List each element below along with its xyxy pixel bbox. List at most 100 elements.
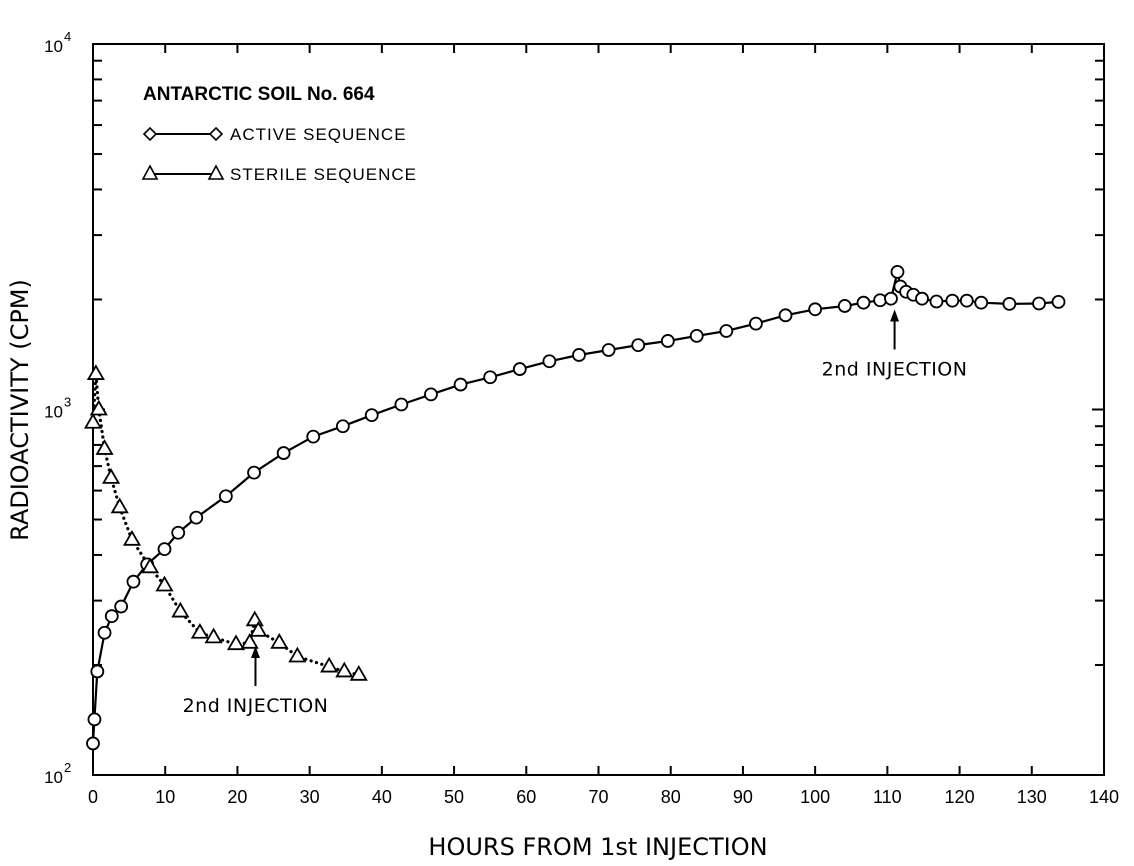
active-point [837, 299, 852, 313]
legend-diamond-marker [208, 126, 224, 142]
x-tick-label: 140 [1089, 787, 1119, 807]
x-tick-label: 50 [444, 787, 464, 807]
y-axis-label: RADIOACTIVITY (CPM) [6, 279, 34, 541]
active-point [601, 343, 616, 357]
active-point [218, 489, 233, 504]
legend: ANTARCTIC SOIL No. 664 ACTIVE SEQUENCE S… [141, 84, 417, 184]
svg-text:2: 2 [64, 760, 71, 775]
sterile-point [155, 575, 174, 592]
x-tick-label: 110 [873, 787, 902, 807]
active-point [749, 316, 763, 331]
active-point [1002, 296, 1017, 311]
active-point [157, 542, 172, 557]
active-series-line [91, 271, 1059, 744]
active-point [90, 664, 105, 679]
legend-triangle-marker [207, 164, 225, 180]
arrow-head [890, 309, 900, 322]
x-tick-label: 10 [155, 787, 175, 807]
sterile-point [270, 632, 289, 649]
sterile-point [288, 646, 307, 663]
sterile-series-line [91, 373, 361, 677]
sterile-point [204, 627, 223, 644]
active-point [542, 354, 557, 369]
active-point [276, 446, 291, 460]
sterile-point [140, 557, 160, 574]
x-tick-label: 70 [588, 787, 608, 807]
active-point [974, 295, 989, 310]
active-point [572, 348, 586, 362]
x-tick-label: 60 [516, 787, 536, 807]
active-point [247, 465, 261, 480]
active-point [189, 510, 204, 525]
injection-annotation: 2nd INJECTION [183, 646, 329, 717]
sterile-point [89, 399, 108, 416]
active-point [306, 429, 321, 444]
active-point [929, 294, 944, 309]
active-point [171, 525, 186, 540]
sterile-point [245, 610, 264, 627]
annotation-label: 2nd INJECTION [183, 695, 329, 717]
active-point [97, 625, 112, 640]
active-point [631, 338, 646, 353]
annotations: 2nd INJECTION 2nd INJECTION [183, 309, 968, 717]
x-tick-label: 40 [372, 787, 392, 807]
sterile-point [95, 439, 114, 455]
sterile-point [190, 622, 209, 639]
active-point [126, 574, 141, 589]
x-tick-label: 120 [945, 787, 975, 807]
series-markers [83, 264, 1066, 751]
active-point [364, 408, 379, 423]
active-point [915, 291, 929, 306]
x-tick-label: 30 [300, 787, 320, 807]
active-point [808, 302, 823, 317]
sterile-point [349, 664, 368, 681]
active-point [335, 419, 350, 434]
active-point [884, 291, 898, 306]
plot-frame [92, 43, 1105, 776]
active-point [104, 609, 119, 624]
active-point [778, 308, 793, 323]
active-point [856, 295, 871, 310]
legend-item-active: ACTIVE SEQUENCE [142, 125, 407, 144]
sterile-point [83, 412, 103, 429]
active-point [660, 334, 675, 348]
active-point [1032, 296, 1046, 311]
axis-ticks [92, 44, 1105, 775]
injection-annotation: 2nd INJECTION [822, 309, 968, 380]
active-point [453, 377, 468, 392]
y-tick-label: 103 [44, 395, 71, 422]
svg-text:10: 10 [44, 768, 63, 787]
active-point [719, 324, 734, 338]
series-lines [91, 271, 1059, 744]
active-point [424, 387, 438, 402]
sterile-point [122, 530, 142, 546]
active-point [87, 712, 102, 727]
active-point [394, 397, 409, 412]
x-tick-label: 80 [661, 787, 681, 807]
svg-text:3: 3 [64, 395, 71, 410]
annotation-label: 2nd INJECTION [822, 358, 968, 380]
chart-title: ANTARCTIC SOIL No. 664 [143, 84, 375, 105]
x-tick-labels: 0 10 20 30 40 50 60 70 80 90 100 110 120 130 140 [88, 787, 1119, 807]
legend-diamond-marker [142, 126, 158, 142]
x-tick-label: 20 [227, 787, 247, 807]
sterile-point [110, 497, 129, 514]
sterile-point [335, 661, 354, 678]
sterile-point [320, 656, 339, 673]
sterile-point [171, 601, 190, 618]
y-tick-label: 102 [44, 760, 71, 787]
active-point [945, 293, 960, 308]
active-point [689, 328, 704, 343]
active-point [86, 736, 100, 751]
y-tick-label: 104 [44, 29, 71, 56]
x-tick-label: 0 [88, 787, 98, 807]
x-tick-label: 100 [800, 787, 830, 807]
x-tick-label: 90 [733, 787, 753, 807]
legend-label-sterile: STERILE SEQUENCE [230, 165, 417, 184]
legend-label-active: ACTIVE SEQUENCE [230, 125, 407, 144]
svg-text:10: 10 [44, 403, 63, 422]
sterile-point [226, 634, 246, 651]
active-point [959, 293, 974, 308]
